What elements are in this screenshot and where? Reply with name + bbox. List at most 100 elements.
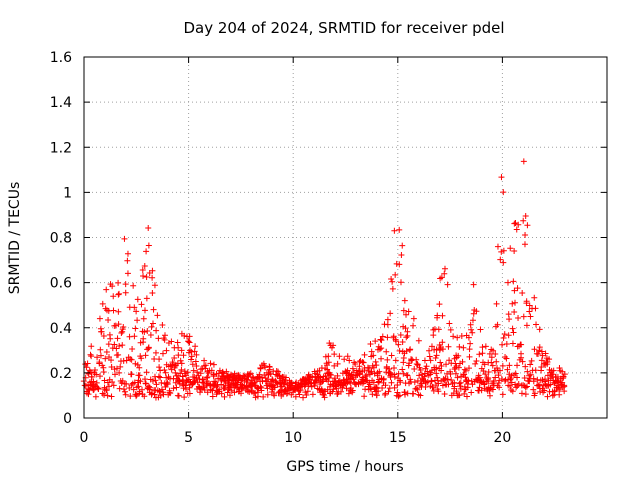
data-point [330, 342, 337, 349]
data-point [134, 296, 141, 303]
data-point [435, 326, 442, 333]
data-point [99, 300, 106, 307]
data-point [122, 391, 129, 398]
data-point [159, 350, 166, 357]
data-point [444, 376, 451, 383]
data-point [145, 383, 152, 390]
data-point [465, 365, 472, 372]
y-axis-label: SRMTID / TECUs [7, 182, 23, 295]
data-point [344, 353, 351, 360]
data-point [283, 374, 290, 381]
data-point [138, 301, 145, 308]
data-point [378, 355, 385, 362]
data-point [93, 371, 100, 378]
data-point [210, 371, 217, 378]
data-point [266, 366, 273, 373]
y-tick-label: 1.4 [50, 95, 72, 111]
data-point [161, 332, 168, 339]
data-point [296, 391, 303, 398]
data-point [304, 388, 311, 395]
data-point [378, 345, 385, 352]
data-point [405, 308, 412, 315]
data-point [205, 370, 212, 377]
data-point [388, 352, 395, 359]
data-point [385, 388, 392, 395]
data-point [379, 333, 386, 340]
data-point [283, 390, 290, 397]
data-point [121, 235, 128, 242]
data-point [522, 391, 529, 398]
data-point [246, 371, 253, 378]
data-point [459, 358, 466, 365]
data-point [476, 351, 483, 358]
data-point [399, 242, 406, 249]
data-point [461, 390, 468, 397]
data-point [499, 362, 506, 369]
data-point [96, 373, 103, 380]
data-point [364, 364, 371, 371]
data-point [544, 393, 551, 400]
data-point [404, 372, 411, 379]
data-point [346, 378, 353, 385]
data-point [115, 291, 122, 298]
data-point [450, 333, 457, 340]
data-point [370, 352, 377, 359]
data-point [451, 366, 458, 373]
data-point [214, 382, 221, 389]
data-point [397, 379, 404, 386]
data-point [533, 321, 540, 328]
data-point [446, 320, 453, 327]
data-point [228, 387, 235, 394]
data-point [461, 371, 468, 378]
data-point [88, 373, 95, 380]
data-point [433, 364, 440, 371]
data-point [384, 334, 391, 341]
data-point [188, 356, 195, 363]
data-point [451, 383, 458, 390]
data-point [120, 386, 127, 393]
data-point [454, 334, 461, 341]
data-point [356, 363, 363, 370]
data-point [97, 352, 104, 359]
data-point [216, 386, 223, 393]
data-point [465, 377, 472, 384]
data-point [108, 364, 115, 371]
data-point [513, 384, 520, 391]
data-point [177, 357, 184, 364]
data-point [501, 331, 508, 338]
data-point [383, 369, 390, 376]
data-point [472, 360, 479, 367]
data-point [128, 381, 135, 388]
data-point [505, 311, 512, 318]
data-point [308, 383, 315, 390]
data-point [469, 329, 476, 336]
data-point [536, 347, 543, 354]
data-point [136, 364, 143, 371]
data-point [532, 367, 539, 374]
data-point [468, 378, 475, 385]
data-point [151, 282, 158, 289]
data-point [560, 373, 567, 380]
data-point [427, 369, 434, 376]
data-point [439, 339, 446, 346]
data-point [392, 271, 399, 278]
data-point [367, 341, 374, 348]
data-point [120, 324, 127, 331]
data-point [260, 393, 267, 400]
data-point [437, 359, 444, 366]
data-point [507, 382, 514, 389]
data-point [136, 372, 143, 379]
data-point [547, 381, 554, 388]
data-point [359, 359, 366, 366]
data-point [538, 348, 545, 355]
data-point [424, 368, 431, 375]
data-point [292, 393, 299, 400]
data-point [109, 379, 116, 386]
data-point [536, 381, 543, 388]
data-point [108, 357, 115, 364]
data-point [398, 252, 405, 259]
data-point [129, 346, 136, 353]
data-point [186, 347, 193, 354]
data-point [486, 392, 493, 399]
data-point [231, 389, 238, 396]
